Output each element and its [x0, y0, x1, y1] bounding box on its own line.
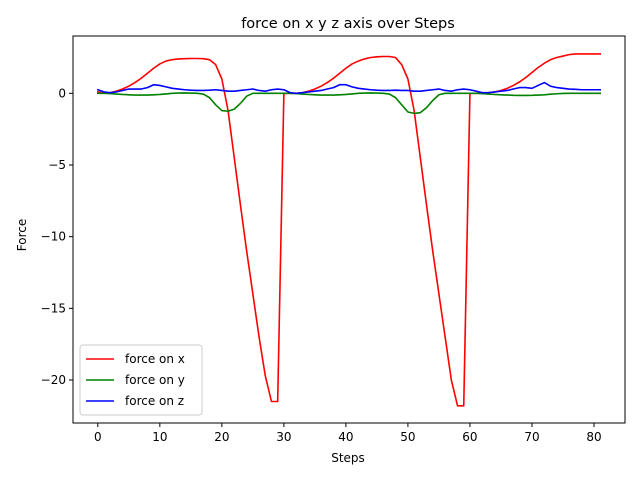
- x-tick-label: 80: [586, 430, 601, 444]
- x-tick-label: 70: [524, 430, 539, 444]
- plot-area: [96, 53, 601, 407]
- y-tick-label: −10: [41, 230, 66, 244]
- legend-label: force on y: [125, 373, 185, 387]
- y-tick-label: −15: [41, 301, 66, 315]
- x-tick-label: 10: [152, 430, 167, 444]
- x-tick-label: 50: [400, 430, 415, 444]
- legend-box: [79, 344, 203, 416]
- y-tick-label: −5: [48, 158, 66, 172]
- x-tick-label: 0: [94, 430, 102, 444]
- x-tick-label: 60: [462, 430, 477, 444]
- axes-frame: [72, 35, 626, 424]
- x-tick-label: 20: [214, 430, 229, 444]
- legend: force on x force on y force on z: [79, 344, 203, 416]
- series-line-1: [96, 53, 601, 407]
- y-axis-title: Force: [15, 219, 29, 251]
- series-line-2: [97, 92, 601, 115]
- x-axis-title: Steps: [331, 451, 365, 465]
- axes: 0 10 20 30 40 50 60 70 80 −20 −15 −10 −5 0: [41, 35, 626, 444]
- x-tick-label: 40: [338, 430, 353, 444]
- legend-label: force on z: [125, 394, 184, 408]
- series-line-3: [96, 81, 601, 95]
- chart-title: force on x y z axis over Steps: [241, 16, 455, 32]
- y-tick-label: −20: [41, 373, 66, 387]
- legend-label: force on x: [125, 352, 185, 366]
- x-tick-label: 30: [276, 430, 291, 444]
- y-tick-label: 0: [58, 86, 66, 100]
